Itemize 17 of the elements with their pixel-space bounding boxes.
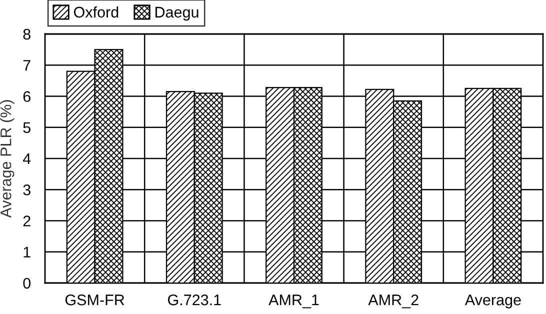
y-tick-label: 0 [23,278,31,289]
y-tick-label: 8 [23,28,30,40]
x-tick-label: G.723.1 [168,294,221,306]
y-tick-label: 2 [23,216,30,226]
x-tick-label: Average [464,294,521,308]
legend-label: Daegu [156,6,198,21]
y-tick-label: 7 [23,60,30,71]
y-axis-title: Average PLR (%) [0,100,14,218]
x-tick-label: AMR_2 [368,294,418,308]
x-tick-label: GSM-FR [65,294,124,306]
y-tick-label: 5 [23,122,30,134]
y-tick-label: 4 [22,154,31,164]
y-tick-label: 6 [23,91,30,102]
legend-label: Oxford [74,6,118,18]
y-tick-label: 1 [24,246,30,258]
y-tick-label: 3 [23,184,30,196]
x-tick-label: AMR_1 [268,294,319,308]
